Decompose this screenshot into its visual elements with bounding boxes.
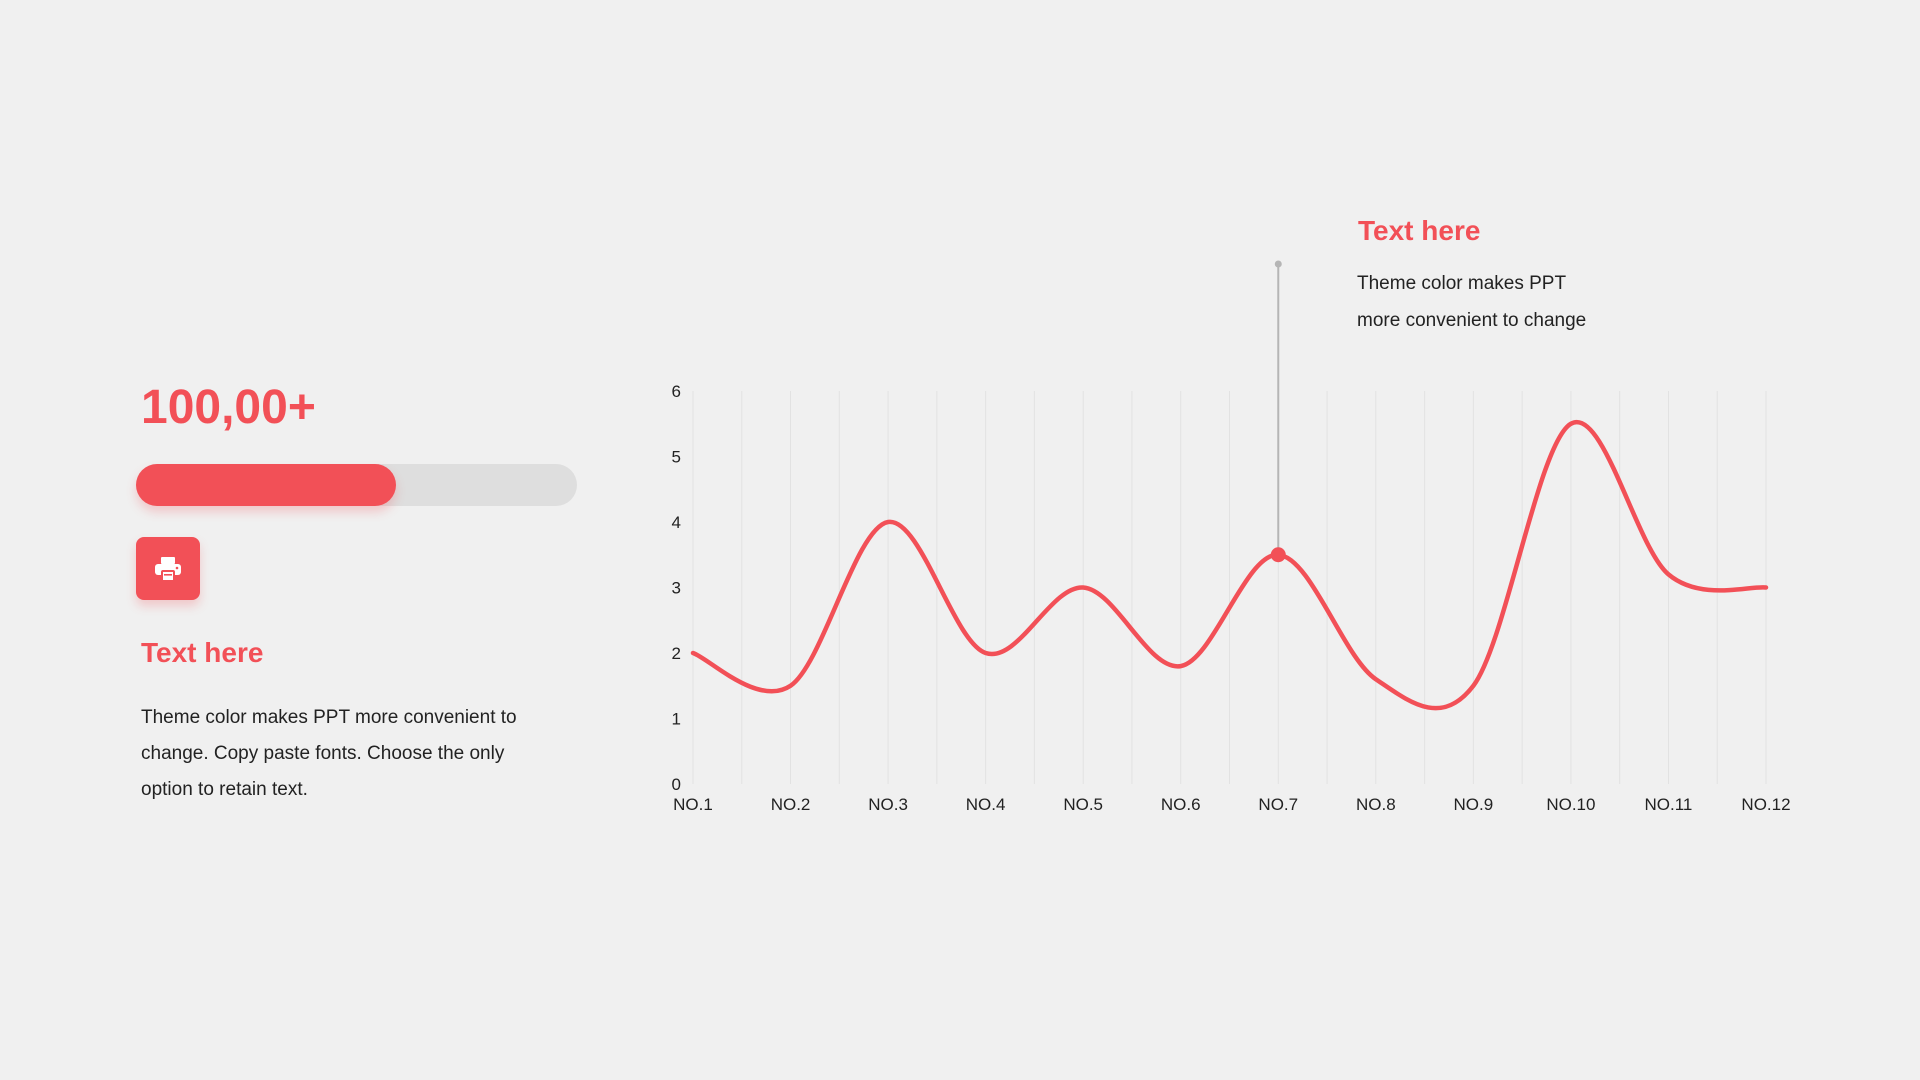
x-axis: NO.1 NO.2 NO.3 NO.4 NO.5 NO.6 NO.7 NO.8 NO.9 NO.1… bbox=[673, 795, 1790, 814]
callout-description: Theme color makes PPT more convenient to… bbox=[1357, 265, 1657, 339]
data-points bbox=[1270, 547, 1286, 563]
grid-lines bbox=[692, 391, 1767, 784]
feature-heading: Text here bbox=[141, 637, 264, 668]
x-tick-label: NO.3 bbox=[868, 795, 908, 814]
x-tick-label: NO.2 bbox=[771, 795, 811, 814]
x-tick-label: NO.10 bbox=[1546, 795, 1595, 814]
y-tick-label: 2 bbox=[672, 644, 681, 663]
x-tick-label: NO.7 bbox=[1258, 795, 1298, 814]
printer-icon bbox=[155, 556, 181, 582]
y-tick-label: 6 bbox=[672, 382, 681, 401]
callout-leader bbox=[1274, 260, 1282, 555]
callout-leader-cap bbox=[1274, 260, 1282, 268]
x-tick-label: NO.9 bbox=[1454, 795, 1494, 814]
highlight-point bbox=[1270, 547, 1286, 563]
x-tick-label: NO.1 bbox=[673, 795, 713, 814]
printer-icon-box bbox=[136, 537, 200, 600]
series-line bbox=[690, 419, 1769, 711]
x-tick-label: NO.12 bbox=[1741, 795, 1790, 814]
feature-description: Theme color makes PPT more convenient to… bbox=[141, 707, 517, 800]
callout-heading: Text here bbox=[1358, 215, 1481, 246]
y-axis: 0 1 2 3 4 5 6 bbox=[672, 382, 681, 794]
x-tick-label: NO.5 bbox=[1063, 795, 1103, 814]
x-tick-label: NO.4 bbox=[966, 795, 1006, 814]
series-line-layer bbox=[690, 419, 1769, 711]
y-tick-label: 0 bbox=[672, 775, 681, 794]
y-tick-label: 3 bbox=[672, 579, 681, 598]
y-tick-label: 5 bbox=[672, 448, 681, 467]
callout-line-2: more convenient to change bbox=[1357, 310, 1587, 331]
progress-bar-fill bbox=[136, 464, 397, 506]
progress-bar bbox=[136, 464, 577, 506]
x-tick-label: NO.11 bbox=[1645, 795, 1693, 814]
callout-line-1: Theme color makes PPT bbox=[1357, 273, 1567, 294]
x-tick-label: NO.8 bbox=[1356, 795, 1396, 814]
y-tick-label: 4 bbox=[672, 513, 681, 532]
y-tick-label: 1 bbox=[672, 710, 681, 729]
x-tick-label: NO.6 bbox=[1161, 795, 1201, 814]
stat-number: 100,00+ bbox=[141, 381, 316, 434]
